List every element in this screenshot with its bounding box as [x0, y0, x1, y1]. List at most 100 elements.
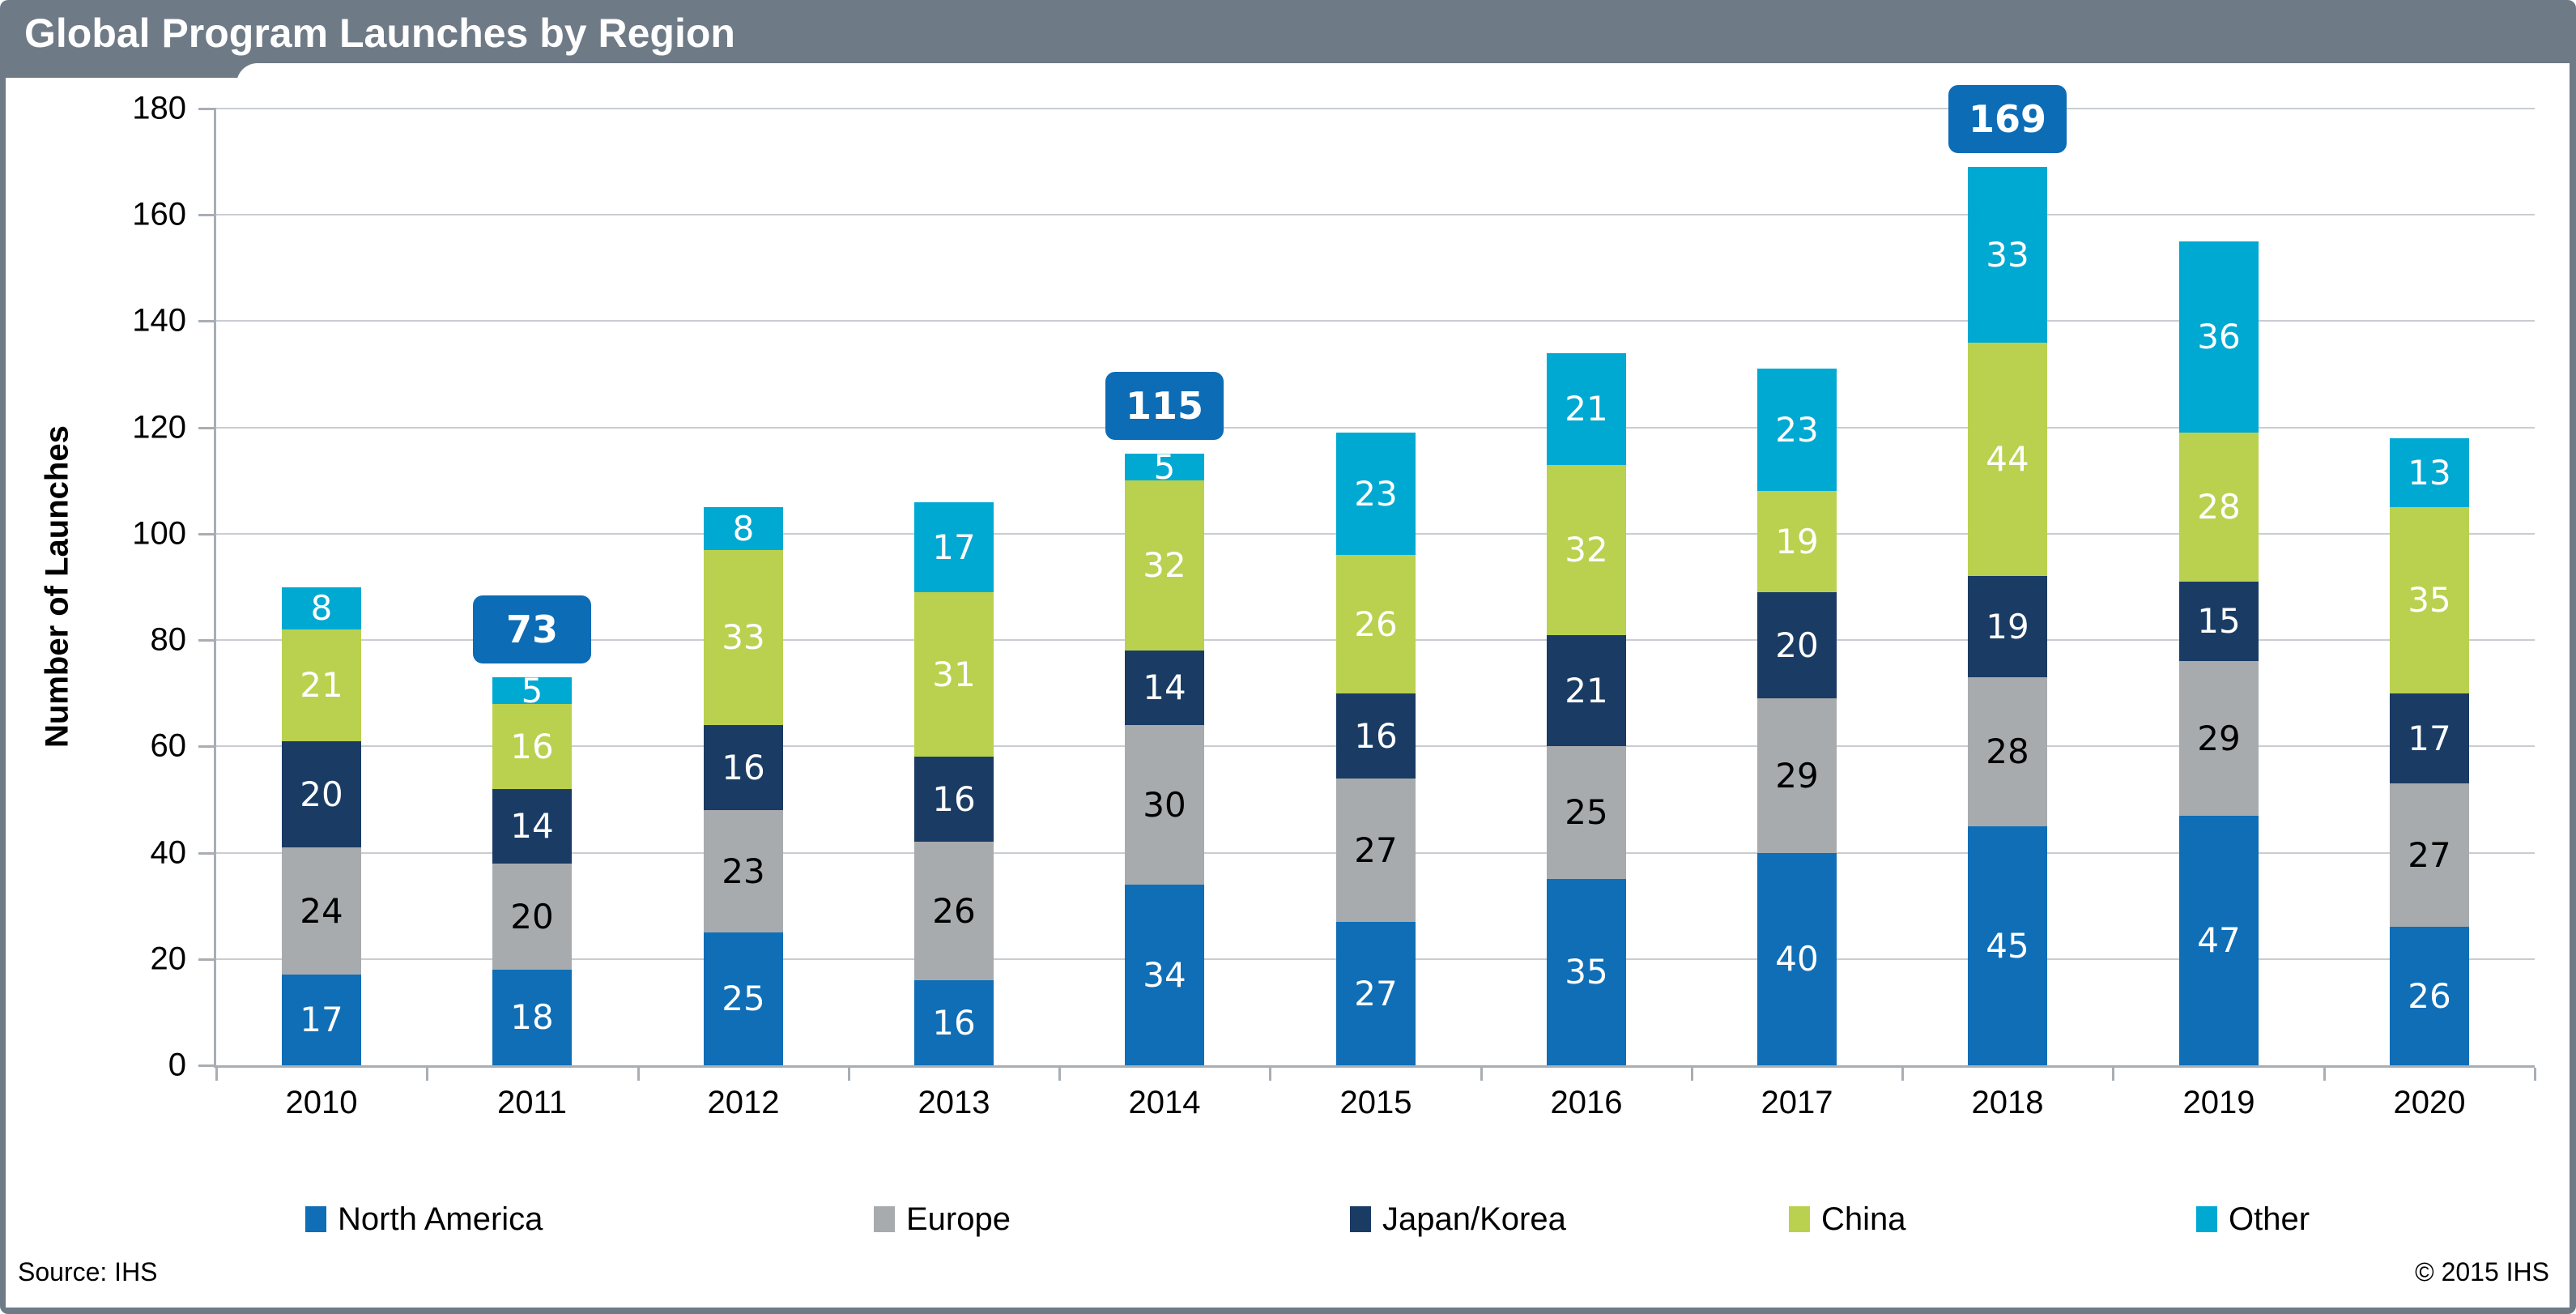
- bar-segment-2019-North America: 47: [2179, 816, 2259, 1065]
- bar-segment-2010-Other: 8: [282, 587, 361, 629]
- x-axis-tick: [1269, 1068, 1271, 1081]
- copyright-note: © 2015 IHS: [2415, 1257, 2549, 1286]
- bar-segment-2020-Europe: 27: [2390, 783, 2469, 927]
- bar-segment-2015-Europe: 27: [1336, 779, 1416, 922]
- gridline: [216, 108, 2535, 109]
- y-tick-label: 100: [132, 515, 186, 552]
- bar-segment-2016-China: 32: [1547, 465, 1626, 635]
- y-axis-tick: [198, 108, 216, 110]
- bar-segment-2015-North America: 27: [1336, 922, 1416, 1065]
- y-tick-label: 140: [132, 302, 186, 339]
- x-axis-tick: [848, 1068, 850, 1081]
- y-tick-label: 20: [150, 941, 187, 977]
- bar-segment-2018-Other: 33: [1968, 167, 2047, 343]
- bar-segment-2016-Europe: 25: [1547, 746, 1626, 879]
- y-axis-tick: [198, 852, 216, 855]
- x-axis-tick: [1901, 1068, 1904, 1081]
- bar-segment-2010-Europe: 24: [282, 847, 361, 975]
- x-tick-label-2013: 2013: [918, 1085, 990, 1120]
- bar-segment-2013-Europe: 26: [914, 842, 994, 980]
- bar-segment-2013-Japan/Korea: 16: [914, 757, 994, 842]
- x-tick-label-2019: 2019: [2182, 1085, 2255, 1120]
- bar-segment-2018-North America: 45: [1968, 826, 2047, 1065]
- bar-segment-2014-Japan/Korea: 14: [1125, 651, 1204, 725]
- gridline: [216, 320, 2535, 322]
- x-axis-tick: [2112, 1068, 2114, 1081]
- x-axis-tick: [1480, 1068, 1483, 1081]
- x-axis-tick: [2534, 1068, 2536, 1081]
- bar-segment-2011-Japan/Korea: 14: [492, 789, 572, 864]
- bar-segment-2018-Europe: 28: [1968, 677, 2047, 826]
- y-tick-label: 180: [132, 90, 186, 126]
- bar-segment-2019-Other: 36: [2179, 241, 2259, 433]
- bar-segment-2015-Japan/Korea: 16: [1336, 693, 1416, 779]
- bar-segment-2013-China: 31: [914, 592, 994, 757]
- bar-segment-2020-North America: 26: [2390, 927, 2469, 1065]
- bar-segment-2017-China: 19: [1757, 491, 1837, 592]
- bar-segment-2011-North America: 18: [492, 970, 572, 1065]
- gridline: [216, 427, 2535, 429]
- bar-segment-2012-Other: 8: [704, 507, 783, 550]
- x-tick-label-2020: 2020: [2393, 1085, 2466, 1120]
- bar-segment-2011-China: 16: [492, 704, 572, 789]
- bar-segment-2010-North America: 17: [282, 975, 361, 1065]
- bar-segment-2019-China: 28: [2179, 433, 2259, 582]
- x-axis-tick: [2323, 1068, 2326, 1081]
- x-tick-label-2010: 2010: [285, 1085, 358, 1120]
- x-tick-label-2015: 2015: [1339, 1085, 1412, 1120]
- bar-segment-2012-China: 33: [704, 550, 783, 725]
- bar-segment-2019-Japan/Korea: 15: [2179, 582, 2259, 661]
- gridline: [216, 214, 2535, 215]
- bar-segment-2011-Europe: 20: [492, 864, 572, 970]
- y-tick-label: 80: [150, 621, 187, 658]
- total-callout-2018: 169: [1948, 85, 2067, 153]
- x-axis-tick: [637, 1068, 640, 1081]
- x-axis-line: [214, 1065, 2535, 1068]
- y-axis-tick: [198, 533, 216, 535]
- y-axis-tick: [198, 639, 216, 642]
- bar-segment-2020-Japan/Korea: 17: [2390, 693, 2469, 783]
- bar-segment-2016-North America: 35: [1547, 879, 1626, 1065]
- y-axis-line: [214, 109, 216, 1068]
- y-axis-tick: [198, 958, 216, 961]
- x-axis-tick: [215, 1068, 218, 1081]
- total-callout-2014: 115: [1105, 372, 1224, 440]
- bar-segment-2017-Japan/Korea: 20: [1757, 592, 1837, 698]
- y-axis-tick: [198, 320, 216, 322]
- bar-segment-2017-Europe: 29: [1757, 698, 1837, 853]
- bar-segment-2016-Other: 21: [1547, 353, 1626, 465]
- x-tick-label-2016: 2016: [1550, 1085, 1623, 1120]
- bar-segment-2015-Other: 23: [1336, 433, 1416, 555]
- source-note: Source: IHS: [18, 1257, 158, 1286]
- bar-segment-2016-Japan/Korea: 21: [1547, 635, 1626, 746]
- bar-segment-2013-North America: 16: [914, 980, 994, 1065]
- x-tick-label-2018: 2018: [1971, 1085, 2044, 1120]
- x-tick-label-2012: 2012: [707, 1085, 780, 1120]
- x-tick-label-2011: 2011: [496, 1085, 567, 1120]
- y-tick-label: 60: [150, 727, 187, 764]
- bar-segment-2012-North America: 25: [704, 932, 783, 1065]
- bar-segment-2017-North America: 40: [1757, 853, 1837, 1065]
- bar-segment-2018-Japan/Korea: 19: [1968, 576, 2047, 677]
- total-callout-2011: 73: [473, 595, 591, 663]
- y-tick-label: 120: [132, 409, 186, 446]
- y-axis-tick: [198, 745, 216, 748]
- bar-segment-2019-Europe: 29: [2179, 661, 2259, 816]
- bar-segment-2010-Japan/Korea: 20: [282, 741, 361, 847]
- y-tick-label: 160: [132, 196, 186, 233]
- x-tick-label-2017: 2017: [1761, 1085, 1833, 1120]
- bar-segment-2014-Europe: 30: [1125, 725, 1204, 885]
- x-axis-tick: [1691, 1068, 1693, 1081]
- bar-segment-2020-China: 35: [2390, 507, 2469, 693]
- bar-segment-2012-Japan/Korea: 16: [704, 725, 783, 810]
- y-axis-tick: [198, 214, 216, 216]
- bar-segment-2012-Europe: 23: [704, 810, 783, 932]
- x-axis-tick: [1058, 1068, 1061, 1081]
- bar-segment-2014-China: 32: [1125, 480, 1204, 651]
- chart-title: Global Program Launches by Region: [24, 11, 735, 56]
- x-axis-tick: [426, 1068, 428, 1081]
- bar-segment-2014-Other: 5: [1125, 450, 1204, 484]
- bar-segment-2014-North America: 34: [1125, 885, 1204, 1065]
